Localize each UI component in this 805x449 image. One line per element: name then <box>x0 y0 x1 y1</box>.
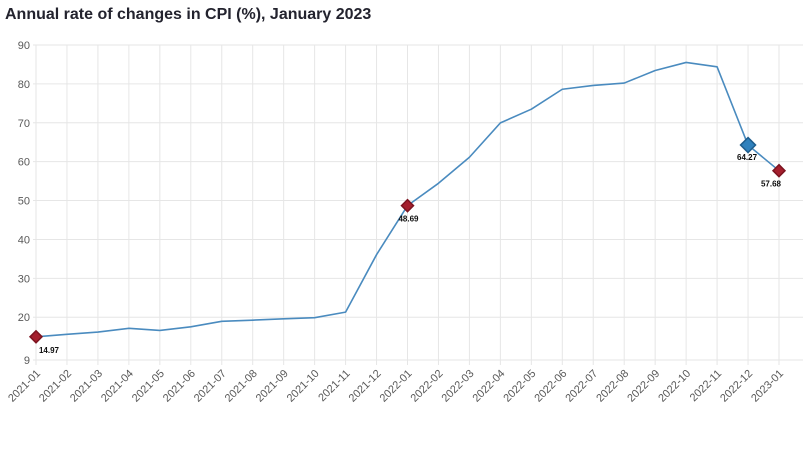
x-axis-labels: 2021-012021-022021-032021-042021-052021-… <box>6 368 786 405</box>
chart-title: Annual rate of changes in CPI (%), Janua… <box>5 6 372 23</box>
x-tick-label: 2022-09 <box>625 368 662 405</box>
x-tick-label: 2022-02 <box>409 368 446 405</box>
x-tick-label: 2022-10 <box>656 368 693 405</box>
red-diamond-marker[interactable] <box>771 163 787 178</box>
y-tick-label: 30 <box>18 273 30 285</box>
y-tick-label: 90 <box>18 40 30 52</box>
horizontal-gridlines <box>33 44 803 361</box>
red-diamond-marker[interactable] <box>400 198 415 213</box>
data-point-label: 48.69 <box>398 215 419 224</box>
x-tick-label: 2021-04 <box>99 368 136 405</box>
x-tick-label: 2021-09 <box>254 368 291 405</box>
x-tick-label: 2021-12 <box>347 368 384 405</box>
vertical-gridlines <box>35 45 780 365</box>
x-tick-label: 2021-05 <box>130 368 167 405</box>
data-point-label: 14.97 <box>39 346 60 355</box>
y-tick-label: 9 <box>24 355 30 367</box>
red-diamond-marker[interactable] <box>28 329 44 344</box>
x-tick-label: 2022-08 <box>594 368 631 405</box>
x-tick-label: 2022-03 <box>440 368 477 405</box>
x-tick-label: 2022-06 <box>532 368 569 405</box>
y-tick-label: 70 <box>18 118 30 130</box>
x-tick-label: 2022-04 <box>470 368 507 405</box>
x-tick-label: 2021-07 <box>192 368 229 405</box>
x-tick-label: 2021-11 <box>316 368 352 404</box>
y-tick-label: 20 <box>18 312 30 324</box>
x-tick-label: 2021-10 <box>285 368 322 405</box>
y-tick-label: 80 <box>18 79 30 91</box>
x-tick-label: 2022-07 <box>563 368 600 405</box>
labeled-data-points: 14.97 48.69 64.27 57.68 <box>28 136 787 355</box>
x-tick-label: 2021-06 <box>161 368 198 405</box>
x-tick-label: 2021-03 <box>68 368 105 405</box>
y-tick-label: 40 <box>18 234 30 246</box>
x-tick-label: 2021-02 <box>37 368 74 405</box>
data-point-label: 57.68 <box>761 180 782 189</box>
x-tick-label: 2021-01 <box>6 368 43 405</box>
x-tick-label: 2021-08 <box>223 368 260 405</box>
data-point-label: 64.27 <box>737 153 758 162</box>
x-tick-label: 2022-12 <box>718 368 755 405</box>
x-tick-label: 2023-01 <box>749 368 786 405</box>
x-tick-label: 2022-05 <box>501 368 538 405</box>
x-tick-label: 2022-11 <box>688 368 724 404</box>
y-tick-label: 50 <box>18 196 30 208</box>
y-axis-labels: 9 20 30 40 50 60 70 80 90 <box>18 40 30 367</box>
y-tick-label: 60 <box>18 157 30 169</box>
x-tick-label: 2022-01 <box>378 368 415 405</box>
blue-diamond-marker[interactable] <box>739 136 757 154</box>
